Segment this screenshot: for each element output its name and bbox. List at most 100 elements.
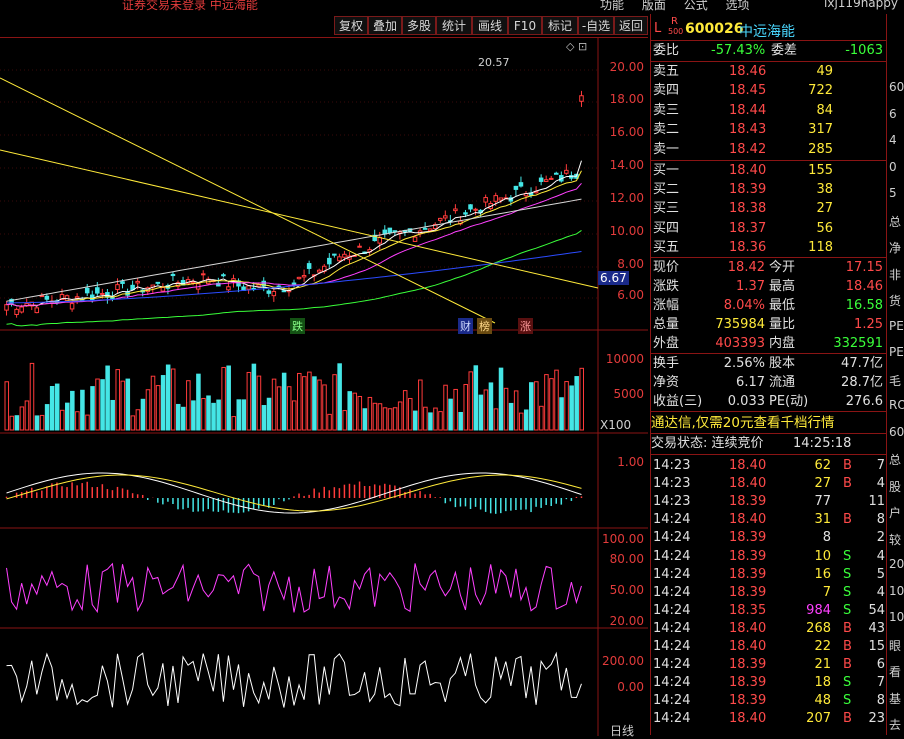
tick-time: 14:23 [653,494,691,510]
ratio-value: -57.43% [711,43,766,58]
tick-row: 14:24 18.40 268 B 43 [651,620,887,638]
bid-label: 买三 [653,201,680,217]
volume-bar [488,382,494,431]
volume-bar [372,402,378,431]
volume-unit: X100 [600,418,632,432]
draw-line-button[interactable]: 画线 [472,16,508,35]
event-rise[interactable]: 涨 [518,318,533,334]
event-ranking[interactable]: 榜 [477,318,492,334]
event-finance[interactable]: 财 [458,318,473,334]
tick-row: 14:24 18.40 31 B 8 [651,511,887,529]
candle-body [135,280,140,284]
ask-price: 18.45 [729,83,767,99]
tick-price: 18.39 [729,548,767,564]
tick-volume: 10 [814,548,831,564]
bid-row: 买四 18.37 56 [651,220,887,238]
kline-chart-area[interactable]: 20.00 18.00 16.00 14.00 12.00 10.00 8.00… [0,37,648,738]
strip-text: 10 [889,610,904,624]
overlay-button[interactable]: 叠加 [368,16,402,35]
main-menu: 功能 版面 公式 选项 [600,0,764,12]
strip-text: 户 [889,506,902,520]
candle-body [200,273,206,276]
bid-label: 买二 [653,182,680,198]
back-button[interactable]: 返回 [614,16,648,35]
level-badge: 500 [668,27,684,36]
tick-volume: 8 [822,530,831,546]
tick-count: 54 [868,602,885,618]
tick-price: 18.40 [729,512,767,528]
fund-label: 流通 [769,375,796,390]
volume-bar [226,365,231,431]
diamond-icon[interactable]: ◇ ⊡ [566,40,588,53]
volume-bar [453,388,458,431]
divider [651,411,887,412]
volume-bar [564,381,569,431]
strip-text: 4 [889,133,897,147]
volume-bar [544,374,549,431]
candle-body [513,185,519,190]
tick-price: 18.39 [729,494,767,510]
kline-chart[interactable] [0,38,648,736]
strip-text: 净 [889,241,902,255]
f10-button[interactable]: F10 [508,16,542,35]
promo-text[interactable]: 通达信,仅需20元查看千档行情 [651,415,835,431]
tick-count: 15 [868,639,885,654]
volume-bar [286,386,292,431]
volume-bar [549,378,554,431]
tick-side: B [843,639,852,654]
candle-body [553,172,559,175]
chart-toolbar: 复权 叠加 多股 统计 画线 F10 标记 -自选 返回 [0,14,648,36]
strip-text: 总 [889,214,902,229]
price-axis-16: 16.00 [609,125,644,139]
volume-bar [110,399,115,431]
multi-stock-button[interactable]: 多股 [402,16,436,35]
volume-bar [130,415,136,431]
strip-text: 看 [889,665,902,679]
candle-body [95,287,100,294]
tick-price: 18.39 [729,675,767,691]
l-badge[interactable]: L [654,21,662,36]
volume-bar [529,382,534,431]
mark-button[interactable]: 标记 [542,16,578,35]
volume-bar [145,389,151,431]
r-badge[interactable]: R [671,16,678,27]
tick-volume: 268 [806,620,831,636]
volume-bar [49,386,55,431]
tick-volume: 31 [814,512,831,528]
strip-text: 基 [889,691,902,706]
volume-bar [423,406,428,431]
statistics-button[interactable]: 统计 [436,16,472,35]
event-fall[interactable]: 跌 [290,318,305,334]
tick-side: B [843,620,852,636]
menu-function[interactable]: 功能 [600,0,625,12]
volume-bar [54,383,60,431]
menu-layout[interactable]: 版面 [641,0,666,12]
volume-bar [186,380,191,431]
menu-options[interactable]: 选项 [725,0,750,12]
period-label[interactable]: 日线 [610,724,635,738]
adjust-button[interactable]: 复权 [334,16,368,35]
candle-body [432,223,438,230]
volume-bar [196,373,201,431]
username[interactable]: lxj119happy [824,0,898,10]
candle-body [473,208,478,211]
promo-banner[interactable]: 通达信,仅需20元查看千档行情 [651,414,887,432]
candle-body [155,281,161,284]
remove-watchlist-button[interactable]: -自选 [578,16,614,35]
stat-row: 总量 735984 量比 1.25 [651,316,887,334]
stat-value: 17.15 [845,260,883,275]
tick-side: S [843,693,852,709]
candle-body [422,227,428,230]
strip-text: 较 [889,532,902,547]
tick-volume: 48 [814,693,831,709]
volume-bar [317,379,322,431]
candle-body [190,281,196,284]
candle-body [14,308,19,316]
volume-bar [140,398,146,431]
candle-body [19,306,24,313]
candle-body [34,307,40,314]
menu-formula[interactable]: 公式 [683,0,708,12]
volume-bar [75,411,80,431]
ask-volume: 285 [808,141,833,157]
tick-side: S [843,566,852,582]
